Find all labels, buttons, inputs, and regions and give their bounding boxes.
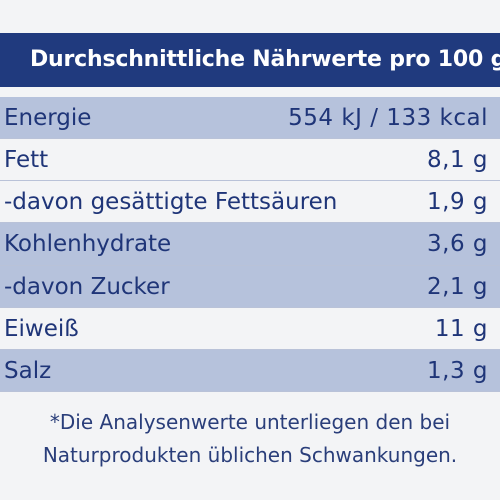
- nutrient-name: Salz: [4, 358, 52, 384]
- row-zucker: -davon Zucker 2,1 g: [0, 266, 500, 308]
- nutrient-name: -davon gesättigte Fettsäuren: [4, 189, 338, 215]
- row-energie: Energie 554 kJ / 133 kcal: [0, 97, 500, 139]
- nutrient-value: 3,6 g: [427, 231, 488, 257]
- nutrient-value: 1,3 g: [427, 358, 488, 384]
- row-eiweiss: Eiweiß 11 g: [0, 308, 500, 350]
- row-fett: Fett 8,1 g: [0, 139, 500, 181]
- nutrient-value: 8,1 g: [427, 147, 488, 173]
- nutrient-name: -davon Zucker: [4, 274, 170, 300]
- nutrient-name: Energie: [4, 105, 92, 131]
- footnote: *Die Analysenwerte unterliegen den bei N…: [0, 406, 500, 472]
- nutrient-value: 11 g: [434, 316, 488, 342]
- nutrient-value: 554 kJ / 133 kcal: [288, 105, 488, 131]
- nutrition-header: Durchschnittliche Nährwerte pro 100 g*: [0, 33, 500, 87]
- row-gesaettigte-fettsaeuren: -davon gesättigte Fettsäuren 1,9 g: [0, 181, 500, 223]
- nutrition-table: Energie 554 kJ / 133 kcal Fett 8,1 g -da…: [0, 97, 500, 392]
- footnote-line-2: Naturprodukten üblichen Schwankungen.: [42, 443, 458, 467]
- footnote-line-1: *Die Analysenwerte unterliegen den bei: [49, 410, 451, 434]
- nutrient-value: 2,1 g: [427, 274, 488, 300]
- row-salz: Salz 1,3 g: [0, 350, 500, 392]
- nutrient-name: Fett: [4, 147, 49, 173]
- nutrient-name: Eiweiß: [4, 316, 79, 342]
- nutrient-name: Kohlenhydrate: [4, 231, 172, 257]
- row-kohlenhydrate: Kohlenhydrate 3,6 g: [0, 223, 500, 266]
- nutrient-value: 1,9 g: [427, 189, 488, 215]
